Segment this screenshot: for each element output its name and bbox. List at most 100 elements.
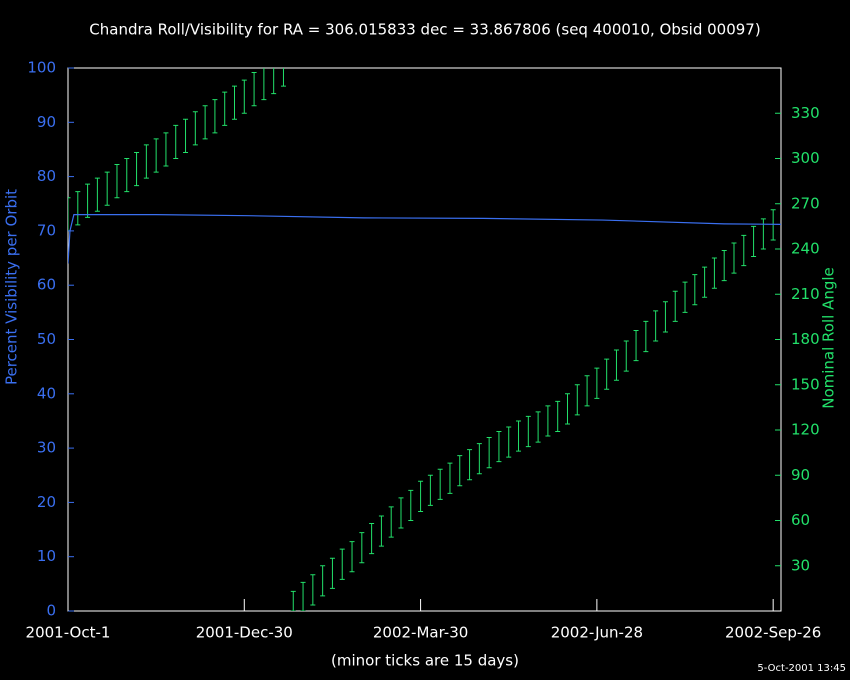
y-tick-label: 20 bbox=[37, 493, 56, 511]
roll-range-bar bbox=[261, 68, 267, 101]
roll-range-bar bbox=[751, 225, 757, 258]
y-tick-label: 0 bbox=[46, 602, 56, 620]
x-axis-label: (minor ticks are 15 days) bbox=[331, 652, 519, 670]
y-tick-label: 50 bbox=[37, 330, 56, 348]
roll-range-bar bbox=[496, 431, 502, 463]
roll-range-bar bbox=[280, 68, 286, 87]
roll-range-bar bbox=[594, 367, 600, 399]
y2-tick-label: 240 bbox=[791, 240, 820, 258]
roll-range-bar bbox=[584, 375, 590, 407]
y2-tick-label: 300 bbox=[791, 149, 820, 167]
roll-range-bar bbox=[378, 515, 384, 547]
roll-range-bar bbox=[633, 329, 639, 362]
roll-range-bar bbox=[359, 532, 365, 564]
roll-range-bar bbox=[486, 437, 492, 469]
y2-tick-label: 270 bbox=[791, 194, 820, 212]
x-tick-label: 2002-Sep-26 bbox=[725, 624, 821, 642]
x-tick-label: 2002-Mar-30 bbox=[373, 624, 468, 642]
roll-range-bar bbox=[418, 480, 424, 512]
roll-range-bar bbox=[457, 455, 463, 487]
y2-tick-label: 120 bbox=[791, 421, 820, 439]
roll-range-bar bbox=[613, 349, 619, 381]
roll-range-bar bbox=[741, 234, 747, 267]
roll-range-bar bbox=[692, 274, 698, 306]
y2-tick-label: 180 bbox=[791, 330, 820, 348]
visibility-line bbox=[68, 214, 781, 264]
y2-tick-label: 210 bbox=[791, 285, 820, 303]
y-tick-label: 90 bbox=[37, 113, 56, 131]
roll-range-bar bbox=[320, 565, 326, 597]
roll-range-bar bbox=[114, 164, 120, 199]
roll-range-bar bbox=[643, 320, 649, 353]
chart-title: Chandra Roll/Visibility for RA = 306.015… bbox=[89, 21, 760, 39]
x-tick-label: 2001-Dec-30 bbox=[196, 624, 293, 642]
roll-range-bar bbox=[574, 384, 580, 416]
roll-range-bar bbox=[467, 449, 473, 481]
roll-range-bar bbox=[192, 111, 198, 146]
y-tick-label: 70 bbox=[37, 221, 56, 239]
roll-range-bar bbox=[604, 358, 610, 390]
roll-range-bar bbox=[623, 340, 629, 372]
roll-range-bar bbox=[702, 266, 708, 298]
roll-range-bar bbox=[104, 171, 110, 206]
roll-range-bar bbox=[564, 393, 570, 425]
roll-range-bar bbox=[682, 281, 688, 313]
y2-axis-label: Nominal Roll Angle bbox=[820, 267, 838, 409]
plot-area bbox=[68, 68, 781, 611]
y2-tick-label: 150 bbox=[791, 375, 820, 393]
y2-tick-label: 90 bbox=[791, 466, 810, 484]
roll-range-bar bbox=[711, 257, 717, 289]
roll-range-bar bbox=[241, 79, 247, 114]
roll-range-bar bbox=[339, 548, 345, 580]
roll-range-bar bbox=[202, 105, 208, 140]
roll-range-bar bbox=[163, 132, 169, 167]
roll-range-bar bbox=[183, 118, 189, 153]
y-tick-label: 30 bbox=[37, 439, 56, 457]
roll-range-bar bbox=[300, 581, 306, 611]
roll-range-bar bbox=[427, 474, 433, 506]
roll-range-bar bbox=[516, 420, 522, 452]
y-tick-label: 80 bbox=[37, 167, 56, 185]
roll-range-bar bbox=[329, 557, 335, 589]
roll-range-bar bbox=[525, 415, 531, 448]
roll-range-bar bbox=[173, 124, 179, 159]
roll-range-bar bbox=[476, 443, 482, 475]
roll-range-bar bbox=[408, 489, 414, 521]
roll-range-bar bbox=[721, 250, 727, 282]
roll-range-bar bbox=[672, 290, 678, 322]
roll-range-bar bbox=[251, 72, 257, 107]
roll-range-bar bbox=[271, 68, 277, 95]
y2-tick-label: 330 bbox=[791, 104, 820, 122]
roll-range-bar bbox=[760, 218, 766, 250]
roll-range-bar bbox=[555, 400, 561, 433]
roll-range-bar bbox=[731, 242, 737, 274]
roll-range-bar bbox=[134, 151, 140, 187]
y-tick-label: 60 bbox=[37, 276, 56, 294]
plot-frame bbox=[67, 67, 782, 612]
roll-range-bar bbox=[153, 138, 159, 173]
footer: 5-Oct-2001 13:45 bbox=[757, 663, 846, 674]
roll-range-bar bbox=[437, 468, 443, 500]
roll-range-bar bbox=[68, 197, 71, 232]
y-tick-label: 10 bbox=[37, 547, 56, 565]
roll-range-bar bbox=[231, 85, 237, 120]
y2-tick-label: 60 bbox=[791, 511, 810, 529]
roll-range-bar bbox=[94, 177, 100, 212]
roll-range-bar bbox=[124, 158, 130, 193]
roll-range-bar bbox=[212, 99, 218, 134]
x-tick-label: 2001-Oct-1 bbox=[26, 624, 111, 642]
roll-range-bar bbox=[506, 426, 512, 458]
roll-range-bar bbox=[545, 405, 551, 437]
roll-range-bar bbox=[369, 523, 375, 555]
y-tick-label: 40 bbox=[37, 384, 56, 402]
roll-range-bar bbox=[662, 301, 668, 333]
roll-range-bar bbox=[290, 590, 296, 611]
roll-range-bar bbox=[310, 574, 316, 606]
roll-range-bar bbox=[398, 497, 404, 529]
roll-range-bar bbox=[222, 91, 228, 126]
roll-range-bar bbox=[143, 144, 149, 179]
roll-range-bar bbox=[85, 183, 91, 218]
x-tick-label: 2002-Jun-28 bbox=[551, 624, 643, 642]
y-tick-label: 100 bbox=[27, 59, 56, 77]
